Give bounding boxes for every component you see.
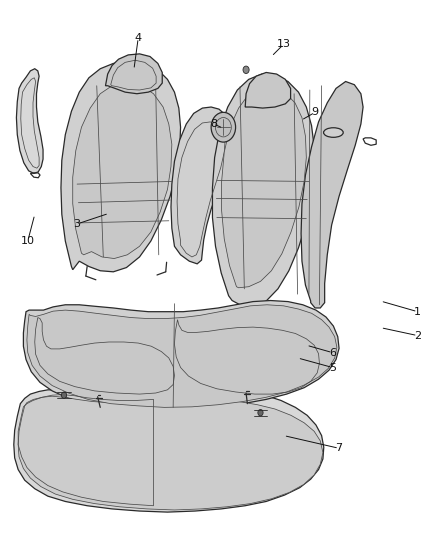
- Polygon shape: [18, 396, 323, 510]
- Circle shape: [211, 112, 236, 142]
- Text: 5: 5: [329, 362, 336, 373]
- Text: 13: 13: [277, 39, 291, 49]
- Polygon shape: [212, 74, 314, 306]
- Circle shape: [258, 409, 263, 416]
- Text: 2: 2: [414, 330, 421, 341]
- Text: 1: 1: [414, 306, 421, 317]
- Polygon shape: [106, 54, 162, 94]
- Text: 9: 9: [311, 107, 318, 117]
- Polygon shape: [73, 83, 172, 259]
- Polygon shape: [222, 87, 306, 288]
- Polygon shape: [171, 107, 232, 264]
- Text: 7: 7: [336, 443, 343, 453]
- Text: 10: 10: [21, 236, 35, 246]
- Polygon shape: [27, 305, 337, 407]
- Polygon shape: [23, 301, 339, 410]
- Text: 8: 8: [210, 119, 217, 129]
- Polygon shape: [61, 62, 180, 272]
- Polygon shape: [301, 82, 363, 308]
- Polygon shape: [245, 72, 290, 108]
- Ellipse shape: [324, 128, 343, 138]
- Text: 3: 3: [74, 219, 81, 229]
- Text: 4: 4: [134, 33, 142, 43]
- Circle shape: [61, 392, 67, 398]
- Text: 6: 6: [329, 348, 336, 358]
- Circle shape: [243, 66, 249, 74]
- Polygon shape: [16, 69, 43, 173]
- Polygon shape: [14, 387, 324, 512]
